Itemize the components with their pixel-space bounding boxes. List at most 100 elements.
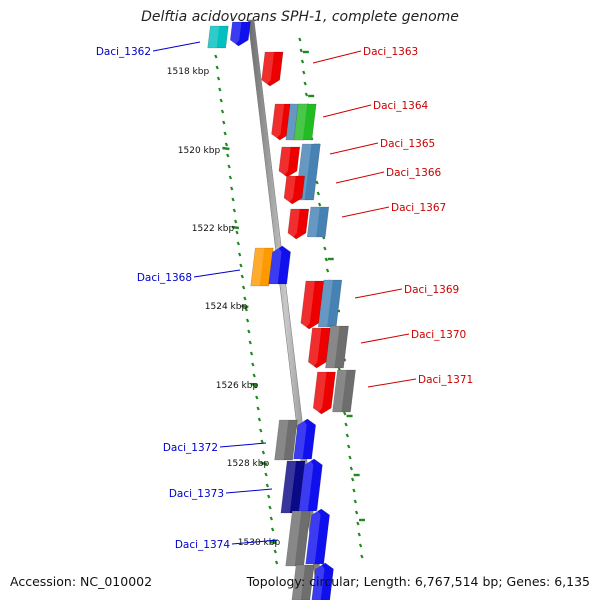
leader-line — [360, 333, 410, 344]
feature-steel — [306, 206, 330, 238]
leader-line — [152, 41, 201, 52]
gene-label-daci_1372[interactable]: Daci_1372 — [163, 442, 267, 454]
tick-dot — [256, 406, 260, 411]
tick-dot — [315, 180, 319, 185]
kbp-label: 1528 kbp — [227, 459, 270, 469]
tick-dot — [251, 362, 255, 367]
tick-dot — [353, 499, 357, 504]
tick-dot — [358, 543, 363, 548]
tick-dot — [239, 263, 243, 268]
tick-dot — [236, 241, 240, 246]
tick-dot — [235, 230, 239, 235]
leader-line — [312, 50, 362, 64]
gene-label-daci_1367[interactable]: Daci_1367 — [341, 202, 446, 218]
tick-dot — [260, 439, 264, 444]
tick-dot — [300, 59, 305, 64]
gene-label-text: Daci_1362 — [96, 46, 151, 58]
gene-label-text: Daci_1368 — [137, 272, 192, 284]
feature-gray — [332, 369, 356, 413]
tick-dot — [237, 252, 242, 257]
tick-dot — [302, 70, 306, 75]
tick-dot — [261, 450, 266, 455]
tick-dot — [298, 37, 302, 42]
gene-label-text: Daci_1371 — [418, 374, 473, 386]
gene-label-text: Daci_1374 — [175, 539, 231, 551]
feature-blue — [229, 21, 251, 47]
leader-line — [335, 171, 385, 184]
tick-dot — [347, 444, 351, 449]
gene-label-daci_1368[interactable]: Daci_1368 — [137, 269, 241, 284]
gene-label-text: Daci_1363 — [363, 46, 418, 58]
leader-line — [354, 288, 403, 299]
gene-label-daci_1373[interactable]: Daci_1373 — [169, 488, 273, 500]
tick-dot — [265, 483, 270, 488]
major-tick — [269, 540, 277, 545]
tick-dot — [227, 164, 231, 169]
tick-dot — [317, 202, 322, 207]
tick-dot — [220, 109, 225, 114]
gene-label-daci_1362[interactable]: Daci_1362 — [96, 41, 201, 58]
tick-dot — [222, 120, 226, 125]
tick-dot — [352, 488, 356, 493]
gene-label-daci_1370[interactable]: Daci_1370 — [360, 329, 466, 344]
leader-line — [231, 539, 279, 545]
tick-dot — [343, 411, 347, 416]
tick-dot — [259, 428, 263, 433]
tick-dot — [219, 98, 223, 103]
tick-dot — [226, 153, 230, 158]
major-tick — [260, 461, 268, 466]
gene-label-text: Daci_1369 — [404, 284, 459, 296]
gene-label-daci_1363[interactable]: Daci_1363 — [312, 46, 418, 64]
gene-label-daci_1371[interactable]: Daci_1371 — [367, 374, 473, 388]
gene-label-daci_1365[interactable]: Daci_1365 — [329, 138, 435, 155]
tick-dot — [268, 505, 272, 510]
tick-dot — [255, 395, 259, 400]
tick-dot — [303, 81, 307, 86]
feature-red — [287, 208, 310, 240]
tick-dot — [345, 433, 350, 438]
leader-line — [367, 378, 417, 388]
tick-dot — [218, 87, 222, 92]
gene-label-text: Daci_1370 — [411, 329, 466, 341]
tick-dot — [245, 318, 250, 323]
gene-label-daci_1369[interactable]: Daci_1369 — [354, 284, 459, 299]
tick-dot — [267, 494, 271, 499]
tick-dot — [241, 285, 246, 290]
leader-line — [193, 269, 241, 278]
tick-dot — [350, 477, 355, 482]
gene-label-daci_1366[interactable]: Daci_1366 — [335, 167, 442, 184]
tick-dot — [228, 175, 233, 180]
tick-dot — [273, 549, 277, 554]
major-tick — [241, 304, 249, 309]
leader-line — [219, 442, 267, 448]
gene-label-text: Daci_1366 — [386, 167, 442, 179]
tick-dot — [248, 340, 252, 345]
inner-tick-track — [212, 43, 279, 565]
tick-dot — [325, 268, 330, 273]
tick-dot — [230, 186, 234, 191]
tick-dot — [231, 197, 235, 202]
tick-dot — [270, 527, 275, 532]
tick-dot — [249, 351, 254, 356]
leader-line — [329, 142, 379, 155]
gene-label-daci_1364[interactable]: Daci_1364 — [322, 100, 429, 118]
major-tick — [250, 382, 258, 387]
genome-summary: Topology: circular; Length: 6,767,514 bp… — [246, 574, 590, 589]
tick-dot — [274, 560, 279, 565]
tick-dot — [224, 142, 229, 147]
leader-line — [341, 206, 390, 218]
kbp-label: 1530 kbp — [238, 538, 281, 548]
kbp-label: 1524 kbp — [205, 302, 248, 312]
gene-label-daci_1374[interactable]: Daci_1374 — [175, 539, 279, 551]
tick-dot — [247, 329, 251, 334]
tick-dot — [316, 191, 320, 196]
gene-label-text: Daci_1365 — [380, 138, 435, 150]
gene-label-text: Daci_1367 — [391, 202, 446, 214]
tick-dot — [216, 76, 221, 81]
kbp-label: 1518 kbp — [167, 67, 210, 77]
kbp-label: 1520 kbp — [178, 146, 221, 156]
tick-dot — [349, 466, 353, 471]
gene-label-text: Daci_1364 — [373, 100, 429, 112]
tick-dot — [360, 554, 364, 559]
